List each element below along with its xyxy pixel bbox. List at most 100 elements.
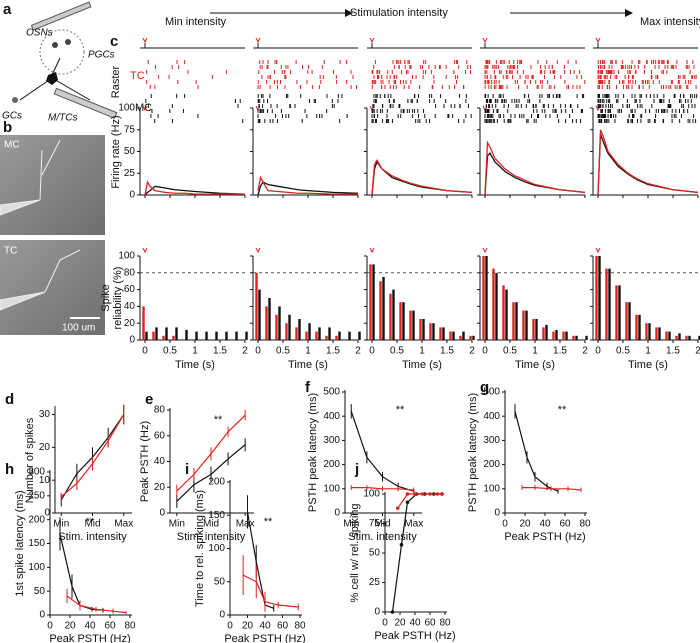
row-label: Firing rate (Hz) — [110, 115, 122, 188]
stim-marker — [595, 37, 601, 44]
series-line — [242, 574, 299, 608]
x-tick-label: 0 — [142, 346, 148, 357]
x-tick-label: 2 — [695, 346, 700, 357]
reliability-bar — [665, 331, 668, 340]
y-tick-label: 100 — [208, 543, 225, 554]
y-tick-label: 60 — [154, 430, 166, 441]
reliability-bar — [298, 319, 301, 340]
rate-line — [144, 185, 246, 196]
reliability-bar — [635, 314, 638, 340]
reliability-bar — [439, 327, 442, 340]
y-tick-label: 30 — [39, 409, 51, 420]
y-tick-label: 50 — [34, 586, 46, 597]
reliability-bar — [295, 327, 298, 340]
y-tick-label: 500 — [483, 387, 500, 398]
reliability-bar — [615, 285, 618, 340]
x-axis-label: Peak PSTH (Hz) — [49, 633, 130, 643]
y-axis-label: % cell w/ rel. spiking — [349, 503, 361, 602]
y-tick-label: 100 — [323, 483, 340, 494]
y-tick-label: 10 — [39, 475, 51, 486]
x-tick-label: 20 — [394, 618, 406, 629]
tc-image — [0, 240, 105, 335]
reliability-bar — [505, 289, 508, 340]
reliability-bar — [142, 306, 145, 340]
reliability-bar — [145, 331, 148, 340]
reliability-bar — [552, 331, 555, 340]
y-tick-label: 0 — [44, 508, 50, 519]
tc-cell — [0, 249, 81, 311]
y-tick-label: 50 — [369, 548, 381, 559]
x-axis-label: Time (s) — [175, 359, 215, 371]
x-tick-label: 1.5 — [440, 346, 454, 357]
reliability-bar — [675, 335, 678, 340]
reliability-bar — [495, 272, 498, 340]
reliability-bar — [265, 306, 268, 340]
y-tick-label: 200 — [208, 477, 225, 488]
y-tick-label: 0 — [374, 607, 380, 618]
panel-label: c — [110, 33, 118, 50]
marker — [405, 492, 410, 496]
y-tick-label: 300 — [483, 435, 500, 446]
reliability-bar — [162, 335, 165, 340]
reliability-bar — [472, 335, 475, 340]
reliability-bar — [288, 314, 291, 340]
static-texts: a OSNs PGCs GCs M/TCs b MC TC 100 um c M… — [2, 1, 700, 334]
marker — [440, 492, 444, 496]
y-tick-label: 300 — [28, 467, 45, 478]
x-tick-label: 80 — [124, 621, 136, 632]
panel-label: i — [185, 461, 189, 478]
reliability-bar — [328, 327, 331, 340]
x-tick-label: Min — [343, 519, 359, 530]
y-tick-label: 200 — [483, 459, 500, 470]
rate-line — [597, 129, 699, 196]
y-tick-label: 50 — [124, 146, 136, 157]
reliability-bar — [555, 329, 558, 340]
x-tick-label: 0 — [255, 346, 261, 357]
x-tick-label: Min — [53, 519, 69, 530]
reliability-bar — [268, 298, 271, 340]
y-tick-label: 0 — [39, 610, 45, 621]
series-line — [514, 411, 559, 492]
reliability-bar — [462, 331, 465, 340]
reliability-bar — [678, 333, 681, 340]
x-axis-label: Time (s) — [288, 359, 328, 371]
marker — [390, 610, 395, 614]
y-tick-label: 75 — [124, 124, 136, 135]
stim-marker — [369, 37, 375, 44]
circuit-diagram — [12, 1, 118, 119]
reliability-bar — [392, 289, 395, 340]
y-tick-label: 25 — [124, 168, 136, 179]
reliability-bar — [545, 324, 548, 340]
rate-line — [597, 133, 699, 196]
rate-line — [144, 180, 245, 196]
x-tick-label: 40 — [259, 621, 271, 632]
reliability-bar — [429, 323, 432, 340]
reliability-bar — [152, 331, 155, 340]
y-axis-label: 1st spike latency (ms) — [14, 490, 26, 596]
glomerulus — [39, 29, 85, 75]
y-tick-label: 200 — [323, 459, 340, 470]
reliability-bar — [165, 327, 168, 340]
reliability-bar — [645, 323, 648, 340]
stim-marker — [482, 37, 488, 44]
header: Max intensity — [640, 16, 700, 28]
reliability-bar — [585, 335, 588, 340]
y-tick-label: 0 — [129, 335, 135, 346]
diagram-label: GCs — [2, 111, 22, 122]
reliability-bar — [285, 323, 288, 340]
x-tick-label: 0.5 — [276, 346, 290, 357]
x-tick-label: 60 — [424, 618, 436, 629]
y-tick-label: 100 — [118, 103, 135, 114]
reliability-bar — [492, 268, 495, 340]
reliability-bar — [369, 264, 372, 340]
y-tick-label: 100 — [363, 489, 380, 500]
arrow-head — [345, 9, 353, 17]
y-tick-label: 75 — [369, 518, 381, 529]
cell — [65, 39, 71, 45]
x-axis-label: Stim. intensity — [177, 531, 246, 543]
reliability-bar — [318, 327, 321, 340]
marker — [435, 492, 440, 496]
y-tick-label: 80 — [154, 405, 166, 416]
reliability-bar — [325, 335, 328, 340]
